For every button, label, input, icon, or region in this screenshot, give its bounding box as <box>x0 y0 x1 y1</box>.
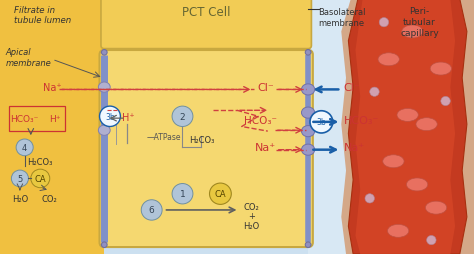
FancyBboxPatch shape <box>0 0 104 254</box>
Text: CO₂: CO₂ <box>42 194 58 203</box>
Ellipse shape <box>301 145 315 156</box>
Circle shape <box>16 139 33 156</box>
Ellipse shape <box>301 85 315 96</box>
Ellipse shape <box>378 54 399 67</box>
Text: Na⁺: Na⁺ <box>255 143 276 153</box>
Circle shape <box>427 235 436 245</box>
Text: 2: 2 <box>180 112 185 121</box>
FancyBboxPatch shape <box>308 0 339 254</box>
Circle shape <box>370 88 379 97</box>
Text: Filtrate in
tubule lumen: Filtrate in tubule lumen <box>14 6 72 25</box>
Circle shape <box>172 184 193 204</box>
Polygon shape <box>356 0 455 254</box>
Text: 6: 6 <box>149 206 155 215</box>
Text: PCT Cell: PCT Cell <box>182 6 230 19</box>
Ellipse shape <box>397 109 419 122</box>
Ellipse shape <box>305 242 311 248</box>
Ellipse shape <box>99 83 110 93</box>
Text: Na⁺: Na⁺ <box>43 83 62 93</box>
Text: 4: 4 <box>22 143 27 152</box>
Polygon shape <box>348 0 467 254</box>
Ellipse shape <box>301 126 315 137</box>
Circle shape <box>141 200 162 220</box>
Text: Cl⁻: Cl⁻ <box>344 83 360 93</box>
FancyBboxPatch shape <box>100 51 313 247</box>
Text: H⁺: H⁺ <box>122 113 134 123</box>
Ellipse shape <box>305 50 311 56</box>
Ellipse shape <box>416 118 437 131</box>
Circle shape <box>365 194 374 203</box>
Circle shape <box>210 183 231 204</box>
Text: 3b: 3b <box>105 112 115 121</box>
Text: H₂O: H₂O <box>12 194 28 203</box>
Text: —ATPase: —ATPase <box>147 133 182 142</box>
Text: Peri-
tubular
capillary: Peri- tubular capillary <box>400 7 439 38</box>
Text: Apical
membrane: Apical membrane <box>6 48 52 68</box>
Text: Na⁺: Na⁺ <box>344 143 365 153</box>
Text: H⁺: H⁺ <box>49 114 60 123</box>
Circle shape <box>31 169 50 188</box>
Text: 5: 5 <box>17 174 23 183</box>
Ellipse shape <box>301 108 315 119</box>
Circle shape <box>441 97 450 106</box>
Ellipse shape <box>401 26 423 39</box>
Ellipse shape <box>101 242 107 248</box>
Circle shape <box>100 107 120 127</box>
FancyBboxPatch shape <box>339 0 474 254</box>
Ellipse shape <box>101 50 107 56</box>
Ellipse shape <box>426 201 447 214</box>
Circle shape <box>379 19 389 28</box>
Ellipse shape <box>430 63 452 76</box>
Text: HCO₃⁻: HCO₃⁻ <box>344 115 379 125</box>
Circle shape <box>172 107 193 127</box>
Text: 3b: 3b <box>317 118 326 127</box>
Text: Cl⁻: Cl⁻ <box>257 83 274 93</box>
Text: H₂CO₃: H₂CO₃ <box>189 135 214 145</box>
Text: HCO₃⁻: HCO₃⁻ <box>244 115 277 125</box>
Text: H₂CO₃: H₂CO₃ <box>27 157 53 166</box>
Text: Basolateral
membrane: Basolateral membrane <box>319 8 366 28</box>
Ellipse shape <box>383 155 404 168</box>
Text: HCO₃⁻: HCO₃⁻ <box>10 114 39 123</box>
FancyBboxPatch shape <box>101 0 311 50</box>
Ellipse shape <box>407 178 428 191</box>
Text: CO₂
+
H₂O: CO₂ + H₂O <box>243 202 259 230</box>
Text: CA: CA <box>215 189 226 198</box>
Circle shape <box>11 170 28 187</box>
Text: CA: CA <box>35 174 46 183</box>
Circle shape <box>310 111 333 133</box>
Text: 1: 1 <box>180 189 185 198</box>
Ellipse shape <box>99 126 110 136</box>
Polygon shape <box>341 0 474 254</box>
Ellipse shape <box>388 225 409 237</box>
